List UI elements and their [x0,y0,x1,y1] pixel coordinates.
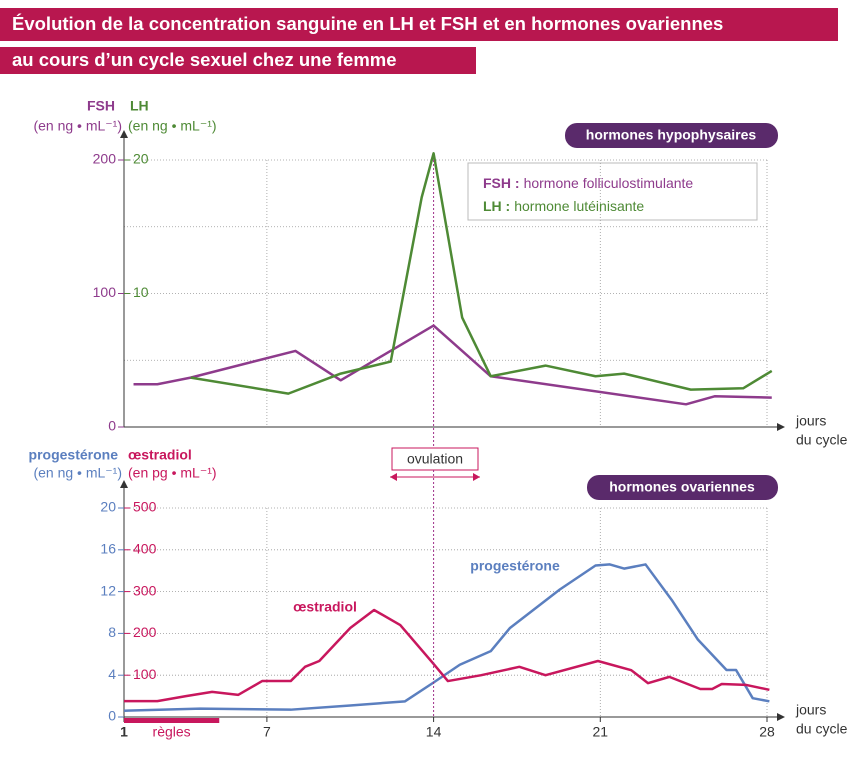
title-bar [0,8,838,41]
y-tick-label: 200 [93,151,117,167]
y2-tick-label: 500 [133,499,157,515]
legend-box [467,162,758,221]
y2-axis-label: LH [130,98,149,114]
regles-bar [124,718,220,723]
y-tick-label: 20 [100,499,116,515]
badge [587,475,778,500]
series-label: progestérone [470,558,560,574]
y-axis-label: FSH [87,98,115,114]
series-label: œstradiol [293,599,357,615]
badge-label: hormones hypophysaires [586,127,757,143]
series-line [133,324,772,406]
y2-tick-label: 20 [133,151,149,167]
y-tick-label: 16 [100,541,116,557]
y-tick-label: 4 [108,666,116,682]
y-tick-label: 12 [100,582,116,598]
y2-axis-label: œstradiol [128,447,192,463]
y-tick-label: 8 [108,624,116,640]
y-unit: (en ng • mL⁻¹) [33,465,122,481]
y2-tick-label: 200 [133,624,157,640]
y2-tick-label: 100 [133,666,157,682]
y2-unit: (en pg • mL⁻¹) [128,465,217,481]
title-bar [0,47,476,74]
x-tick-label: 21 [593,724,609,740]
y2-unit: (en ng • mL⁻¹) [128,118,217,134]
y2-tick-label: 10 [133,284,149,300]
ovulation-label: ovulation [407,451,463,467]
legend-entry: FSH : hormone folliculostimulante [483,175,693,191]
series-line [190,152,773,395]
axis-arrow [120,480,128,488]
series-line [124,608,770,703]
x-axis-label: jours [795,413,826,429]
legend-entry: LH : hormone lutéinisante [483,198,644,214]
legend-term: FSH : [483,175,520,191]
x-axis-label: jours [795,702,826,718]
x-axis-label: du cycle [796,721,848,737]
x-tick-label: 1 [120,724,128,740]
ovulation-box [391,447,479,471]
title: Évolution de la concentration sanguine e… [12,13,723,34]
y2-tick-label: 400 [133,541,157,557]
y2-tick-label: 300 [133,582,157,598]
y-unit: (en ng • mL⁻¹) [33,118,122,134]
badge-label: hormones ovariennes [609,479,755,495]
axis-arrow [120,130,128,138]
y-tick-label: 0 [108,418,116,434]
x-tick-label: 14 [426,724,442,740]
legend-text: hormone folliculostimulante [524,175,694,191]
series-line [123,563,770,712]
x-tick-label: 7 [263,724,271,740]
x-tick-label: 28 [759,724,775,740]
x-axis-label: du cycle [796,432,848,448]
title: au cours d’un cycle sexuel chez une femm… [12,49,397,70]
legend-text: hormone lutéinisante [514,198,644,214]
axis-arrow [777,713,785,721]
y-axis-label: progestérone [29,447,119,463]
axis-arrow [777,423,785,431]
regles-label: règles [153,724,191,740]
y-tick-label: 0 [108,708,116,724]
badge [565,123,778,148]
legend-term: LH : [483,198,510,214]
y-tick-label: 100 [93,284,117,300]
